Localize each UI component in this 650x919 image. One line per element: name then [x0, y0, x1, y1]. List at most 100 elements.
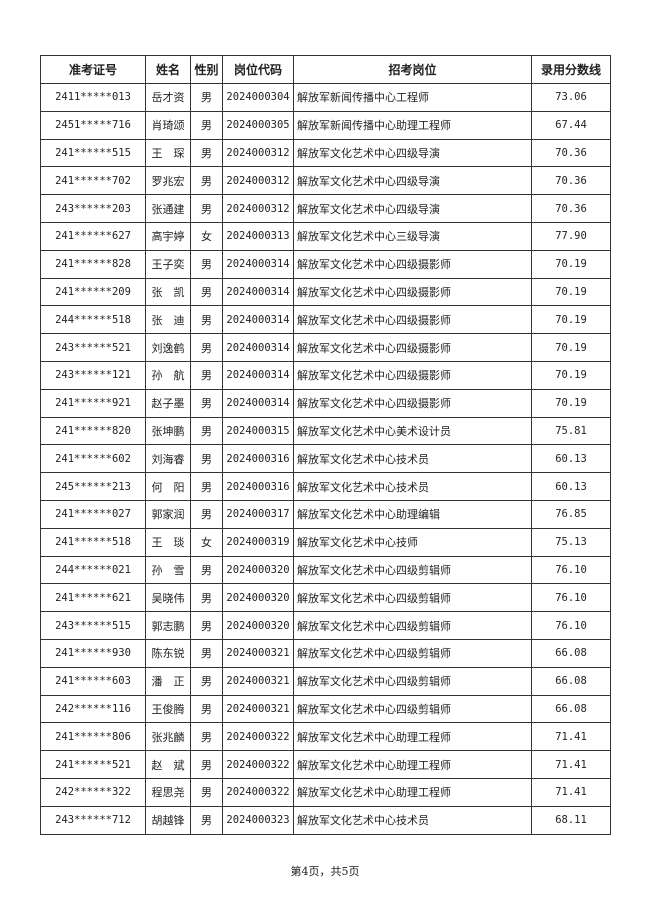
- exam-id-cell: 245******213: [40, 472, 146, 501]
- gender-cell: 男: [190, 444, 223, 474]
- gender-cell: 男: [190, 416, 223, 446]
- name-cell: 赵 斌: [145, 750, 191, 779]
- gender-cell: 男: [190, 805, 223, 835]
- position-code-cell: 2024000312: [222, 138, 294, 168]
- gender-cell: 男: [190, 555, 223, 585]
- position-cell: 解放军文化艺术中心四级摄影师: [293, 360, 532, 390]
- exam-id-cell: 243******515: [40, 611, 146, 640]
- name-cell: 王 琛: [145, 138, 191, 168]
- exam-id-cell: 243******521: [40, 333, 146, 362]
- score-cell: 70.36: [531, 166, 611, 196]
- table-row: 241******828 王子奕男 2024000314 解放军文化艺术中心四级摄影师…: [40, 249, 611, 279]
- score-cell: 70.19: [531, 360, 611, 390]
- position-code-cell: 2024000322: [222, 777, 294, 807]
- header-gender: 性别: [190, 55, 223, 84]
- exam-id-cell: 2451*****716: [40, 110, 146, 140]
- page-number: 第4页，共5页: [290, 865, 360, 878]
- position-cell: 解放军文化艺术中心四级剪辑师: [293, 694, 532, 724]
- exam-id-cell: 244******021: [40, 555, 146, 585]
- score-cell: 71.41: [531, 750, 611, 779]
- position-cell: 解放军文化艺术中心技术员: [293, 444, 532, 474]
- position-code-cell: 2024000313: [222, 221, 294, 251]
- name-cell: 刘逸鹤: [145, 333, 191, 362]
- gender-cell: 男: [190, 750, 223, 779]
- name-cell: 张通建: [145, 194, 191, 223]
- score-cell: 70.19: [531, 249, 611, 279]
- name-cell: 郭家润: [145, 499, 191, 529]
- name-cell: 何 阳: [145, 472, 191, 501]
- position-cell: 解放军文化艺术中心四级剪辑师: [293, 583, 532, 613]
- gender-cell: 男: [190, 666, 223, 696]
- header-position-code: 岗位代码: [222, 55, 294, 84]
- name-cell: 孙 雪: [145, 555, 191, 585]
- score-cell: 76.10: [531, 583, 611, 613]
- position-cell: 解放军文化艺术中心助理工程师: [293, 750, 532, 779]
- exam-id-cell: 241******521: [40, 750, 146, 779]
- position-cell: 解放军新闻传播中心工程师: [293, 83, 532, 112]
- position-code-cell: 2024000320: [222, 555, 294, 585]
- position-code-cell: 2024000314: [222, 333, 294, 362]
- gender-cell: 男: [190, 194, 223, 223]
- name-cell: 程思尧: [145, 777, 191, 807]
- gender-cell: 男: [190, 83, 223, 112]
- table-row: 243******121 孙 航男 2024000314 解放军文化艺术中心四级摄影师…: [40, 360, 611, 390]
- table-row: 241******209 张 凯男 2024000314 解放军文化艺术中心四级摄影师…: [40, 277, 611, 307]
- position-code-cell: 2024000321: [222, 666, 294, 696]
- gender-cell: 男: [190, 472, 223, 501]
- position-cell: 解放军文化艺术中心三级导演: [293, 221, 532, 251]
- gender-cell: 女: [190, 221, 223, 251]
- score-cell: 77.90: [531, 221, 611, 251]
- position-cell: 解放军文化艺术中心助理编辑: [293, 499, 532, 529]
- gender-cell: 男: [190, 694, 223, 724]
- table-row: 245******213 何 阳男 2024000316 解放军文化艺术中心技术员 60…: [40, 472, 611, 501]
- exam-id-cell: 241******828: [40, 249, 146, 279]
- position-code-cell: 2024000315: [222, 416, 294, 446]
- table-row: 241******603 潘 正男 2024000321 解放军文化艺术中心四级剪辑师…: [40, 666, 611, 696]
- name-cell: 胡越锋: [145, 805, 191, 835]
- name-cell: 肖琦颂: [145, 110, 191, 140]
- name-cell: 王子奕: [145, 249, 191, 279]
- gender-cell: 男: [190, 638, 223, 668]
- name-cell: 张坤鹏: [145, 416, 191, 446]
- exam-id-cell: 241******621: [40, 583, 146, 613]
- score-cell: 71.41: [531, 777, 611, 807]
- table-row: 242******116 王俊腾男 2024000321 解放军文化艺术中心四级剪辑师…: [40, 694, 611, 724]
- position-code-cell: 2024000305: [222, 110, 294, 140]
- table-row: 241******820 张坤鹏男 2024000315 解放军文化艺术中心美术设计员…: [40, 416, 611, 446]
- table-row: 243******712 胡越锋男 2024000323 解放军文化艺术中心技术员 68…: [40, 805, 611, 835]
- table-row: 2451*****716 肖琦颂男 2024000305 解放军新闻传播中心助理工程师…: [40, 110, 611, 140]
- position-cell: 解放军文化艺术中心四级摄影师: [293, 305, 532, 335]
- exam-id-cell: 241******209: [40, 277, 146, 307]
- score-cell: 70.19: [531, 333, 611, 362]
- header-position: 招考岗位: [293, 55, 532, 84]
- table-row: 241******702 罗兆宏男 2024000312 解放军文化艺术中心四级导演 7…: [40, 166, 611, 196]
- position-cell: 解放军文化艺术中心四级摄影师: [293, 388, 532, 418]
- position-cell: 解放军文化艺术中心四级剪辑师: [293, 611, 532, 640]
- exam-id-cell: 243******712: [40, 805, 146, 835]
- position-cell: 解放军新闻传播中心助理工程师: [293, 110, 532, 140]
- score-cell: 70.36: [531, 194, 611, 223]
- exam-id-cell: 241******820: [40, 416, 146, 446]
- table-row: 241******027 郭家润男 2024000317 解放军文化艺术中心助理编辑 7…: [40, 499, 611, 529]
- gender-cell: 男: [190, 138, 223, 168]
- position-code-cell: 2024000316: [222, 444, 294, 474]
- position-code-cell: 2024000322: [222, 750, 294, 779]
- position-code-cell: 2024000312: [222, 166, 294, 196]
- position-code-cell: 2024000316: [222, 472, 294, 501]
- position-cell: 解放军文化艺术中心技师: [293, 527, 532, 557]
- position-code-cell: 2024000321: [222, 638, 294, 668]
- table-row: 241******930 陈东锐男 2024000321 解放军文化艺术中心四级剪辑师…: [40, 638, 611, 668]
- exam-id-cell: 243******121: [40, 360, 146, 390]
- name-cell: 罗兆宏: [145, 166, 191, 196]
- gender-cell: 男: [190, 166, 223, 196]
- position-code-cell: 2024000314: [222, 388, 294, 418]
- position-code-cell: 2024000317: [222, 499, 294, 529]
- score-cell: 66.08: [531, 694, 611, 724]
- name-cell: 吴晓伟: [145, 583, 191, 613]
- position-cell: 解放军文化艺术中心四级剪辑师: [293, 638, 532, 668]
- name-cell: 高宇婷: [145, 221, 191, 251]
- gender-cell: 男: [190, 722, 223, 752]
- gender-cell: 男: [190, 777, 223, 807]
- exam-id-cell: 241******921: [40, 388, 146, 418]
- position-code-cell: 2024000320: [222, 583, 294, 613]
